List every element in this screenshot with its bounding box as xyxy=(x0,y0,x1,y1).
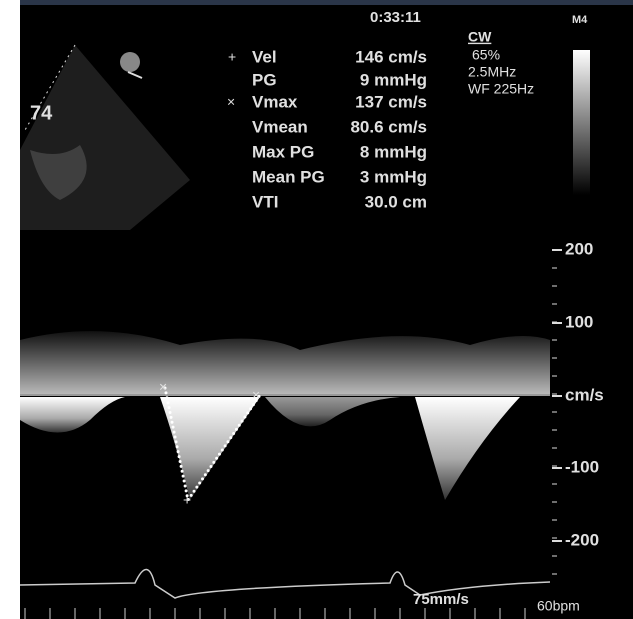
spectrum-reverse xyxy=(415,397,520,500)
scale-label: 100 xyxy=(565,312,593,331)
cursor-x: × xyxy=(227,94,235,110)
time: 0:33:11 xyxy=(370,9,421,26)
spectrum-forward xyxy=(20,331,550,395)
trace-marker: × xyxy=(159,379,167,395)
cursor-plus: + xyxy=(228,49,236,65)
cursor-line xyxy=(24,44,76,131)
measurement-value: 8 mmHg xyxy=(360,142,427,161)
wall-filter: WF 225Hz xyxy=(468,81,534,97)
heart-rate: 60bpm xyxy=(537,598,580,614)
spectrum-reverse xyxy=(20,397,125,433)
scale-label: -100 xyxy=(565,457,599,476)
time-ticks xyxy=(24,608,526,619)
spectrum-reverse xyxy=(160,397,260,500)
measurement-label: Vmean xyxy=(252,117,308,136)
measurements: Vel 146 cm/s PG 9 mmHg Vmax 137 cm/s Vmean 80.6… xyxy=(252,47,427,211)
measurement-label: PG xyxy=(252,70,277,89)
measurement-label: Max PG xyxy=(252,142,314,161)
probe-icon xyxy=(120,52,140,72)
measurement-value: 9 mmHg xyxy=(360,70,427,89)
gain: 65% xyxy=(472,47,500,63)
trace xyxy=(163,386,262,504)
measurement-label: Vel xyxy=(252,47,277,66)
measurement-value: 137 cm/s xyxy=(355,92,427,111)
trace-marker: + xyxy=(183,492,191,508)
mode: CW xyxy=(468,29,492,45)
measurement-value: 3 mmHg xyxy=(360,167,427,186)
top-bar xyxy=(20,0,633,5)
trace-marker: × xyxy=(252,387,260,403)
measurement-label: Vmax xyxy=(252,92,298,111)
map: M4 xyxy=(572,14,588,26)
spectrum-reverse xyxy=(265,397,400,427)
scale-label: 200 xyxy=(565,239,593,258)
scale-label: cm/s xyxy=(565,385,604,404)
measurement-value: 80.6 cm/s xyxy=(350,117,427,136)
depth-label: 74 xyxy=(30,102,53,124)
frequency: 2.5MHz xyxy=(468,64,516,80)
measurement-label: VTI xyxy=(252,192,278,211)
sweep-speed: 75mm/s xyxy=(413,591,469,608)
probe-icon-mark xyxy=(127,71,143,79)
scale-label: -200 xyxy=(565,530,599,549)
measurement-value: 30.0 cm xyxy=(365,192,427,211)
measurement-value: 146 cm/s xyxy=(355,47,427,66)
ecg-trace xyxy=(19,568,551,599)
sector-tissue xyxy=(30,145,87,200)
gray-bar xyxy=(573,50,590,195)
measurement-label: Mean PG xyxy=(252,167,325,186)
velocity-scale: 200 100 cm/s -100 -200 xyxy=(552,239,604,575)
